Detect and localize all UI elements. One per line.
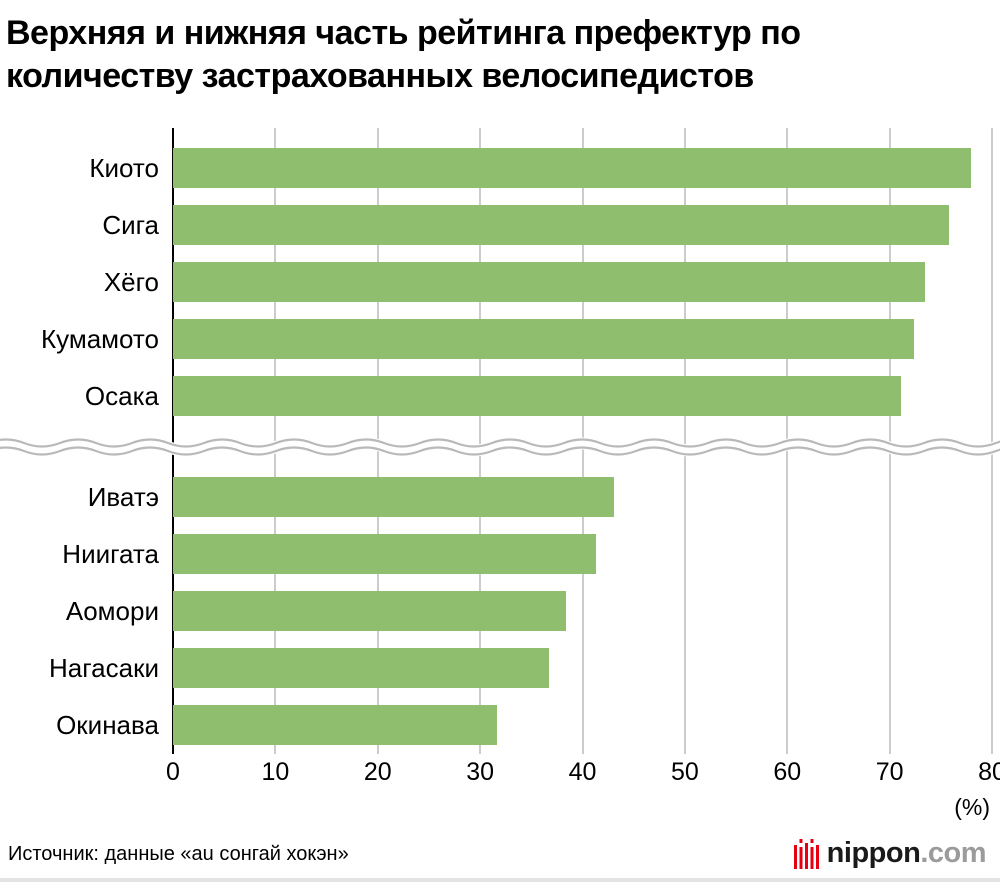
bar-row: Иватэ [0, 469, 992, 526]
bar [173, 376, 901, 417]
bar-row: Ниигата [0, 526, 992, 583]
x-tick-50: 50 [670, 757, 699, 786]
bar-track [173, 319, 992, 360]
axis-break-separator [0, 425, 1000, 469]
logo-tld: .com [920, 837, 986, 869]
bar-row: Сига [0, 197, 992, 254]
bar-track [173, 591, 992, 632]
bar [173, 205, 949, 246]
bar [173, 591, 567, 632]
bar-track [173, 376, 992, 417]
bar [173, 477, 615, 518]
bar-track [173, 262, 992, 303]
nippon-logo-icon [793, 838, 819, 869]
bar [173, 648, 549, 689]
category-label: Иватэ [87, 481, 159, 512]
x-tick-30: 30 [466, 757, 495, 786]
x-axis: 0 10 20 30 40 50 60 70 80 [166, 757, 1000, 790]
x-tick-0: 0 [166, 757, 180, 786]
category-label: Кумамото [40, 323, 159, 354]
x-axis-unit-label: (%) [954, 793, 990, 820]
group-top: Киото Сига Хёго Кумамото Осака [0, 140, 1000, 425]
bar-row: Осака [0, 368, 992, 425]
nippon-logo-text: nippon.com [826, 837, 987, 870]
source-text: Источник: данные «au сонгай хокэн» [8, 843, 349, 865]
group-bottom: Иватэ Ниигата Аомори Нагасаки Окинава [0, 469, 1000, 754]
x-tick-40: 40 [568, 757, 597, 786]
bar-track [173, 477, 992, 518]
gridline-30 [479, 127, 482, 754]
x-tick-10: 10 [261, 757, 290, 786]
category-label: Осака [84, 380, 159, 411]
gridline-50 [683, 127, 686, 754]
bar-track [173, 148, 992, 189]
bar-row: Кумамото [0, 311, 992, 368]
gridline-80 [991, 127, 993, 754]
bar-track [173, 534, 992, 575]
bar-chart: Киото Сига Хёго Кумамото Осака Иватэ Ниигата А… [0, 127, 1000, 754]
category-label: Хёго [103, 266, 159, 297]
x-tick-20: 20 [363, 757, 392, 786]
bar-track [173, 205, 992, 246]
category-label: Нагасаки [49, 652, 159, 683]
bar-track [173, 648, 992, 689]
bottom-border-strip [0, 878, 1000, 882]
bar-row: Киото [0, 140, 992, 197]
bar [173, 319, 915, 360]
chart-title: Верхняя и нижняя часть рейтинга префекту… [6, 14, 801, 95]
logo-name: nippon [826, 837, 921, 869]
category-label: Киото [89, 152, 159, 183]
bar [173, 534, 596, 575]
bar-rows: Киото Сига Хёго Кумамото Осака Иватэ Ниигата А… [0, 128, 1000, 754]
bar-row: Нагасаки [0, 640, 992, 697]
category-label: Сига [102, 209, 159, 240]
nippon-logo: nippon.com [793, 837, 987, 870]
gridline-70 [888, 127, 891, 754]
bar-track [173, 705, 992, 746]
x-tick-70: 70 [875, 757, 904, 786]
bar-row: Окинава [0, 697, 992, 754]
bar-row: Хёго [0, 254, 992, 311]
x-tick-60: 60 [773, 757, 802, 786]
x-tick-80: 80 [978, 757, 1000, 786]
wavy-break-icon [0, 437, 1000, 457]
y-axis-line [172, 127, 174, 754]
bar [173, 705, 497, 746]
bar-row: Аомори [0, 583, 992, 640]
category-label: Ниигата [62, 538, 159, 569]
category-label: Аомори [65, 595, 159, 626]
bar [173, 262, 926, 303]
bar [173, 148, 971, 189]
category-label: Окинава [56, 709, 159, 740]
